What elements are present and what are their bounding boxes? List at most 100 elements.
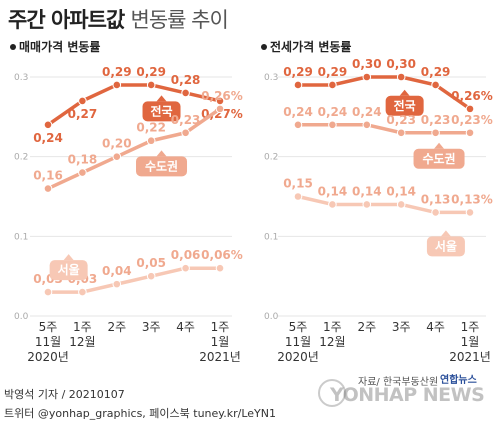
data-label: 0,30 <box>352 57 382 71</box>
data-point <box>293 192 303 201</box>
data-point <box>181 88 190 98</box>
data-point <box>146 271 156 281</box>
data-point <box>396 128 406 138</box>
series-tag-pointer <box>399 89 410 96</box>
x-tick-label: 2주 <box>357 320 376 334</box>
data-point <box>43 184 53 193</box>
series-name-label: 서울 <box>435 238 457 253</box>
data-label: 0,28 <box>171 73 201 87</box>
data-label: 0,13 <box>421 192 451 206</box>
y-tick-label: 0.1 <box>14 232 28 242</box>
x-tick-label: 11월 <box>35 335 61 349</box>
series-line-1 <box>46 83 222 127</box>
series-name-label: 수도권 <box>145 159 178 173</box>
series-name-label: 수도권 <box>422 152 455 166</box>
series-tag-pointer <box>63 254 74 261</box>
data-point <box>328 120 337 130</box>
footer-social: 트위터 @yonhap_graphics, 페이스북 tuney.kr/LeYN… <box>4 407 276 420</box>
data-label: 0,14 <box>352 184 382 198</box>
data-label: 0,27% <box>201 107 243 121</box>
data-label: 0,06% <box>201 248 243 262</box>
data-point <box>465 208 475 217</box>
x-tick-label: 3주 <box>392 320 411 334</box>
data-point <box>112 80 122 90</box>
data-point <box>215 263 225 273</box>
yonhap-logo: 연합뉴스 <box>440 375 477 386</box>
series-line-3 <box>46 266 222 294</box>
x-tick-label: 1월 <box>211 335 230 349</box>
data-point <box>431 208 440 217</box>
footer: 박영석 기자 / 20210107 트위터 @yonhap_graphics, … <box>4 385 276 423</box>
y-tick-label: 0.2 <box>14 153 28 163</box>
series-tag-pointer <box>440 230 451 237</box>
panel-bullet-icon <box>261 44 267 50</box>
series-tag <box>49 260 88 281</box>
panel-title: 전세가격 변동률 <box>270 39 351 54</box>
data-point <box>328 200 337 209</box>
series-tag <box>426 236 465 257</box>
data-point <box>112 279 122 289</box>
data-label: 0,22 <box>136 121 166 135</box>
data-point <box>112 152 122 161</box>
x-tick-label: 4주 <box>426 320 445 334</box>
series-name-label: 전국 <box>394 98 416 113</box>
data-point <box>78 287 87 297</box>
data-label: 0,29 <box>318 65 348 79</box>
data-label: 0,29 <box>102 65 132 79</box>
x-tick-label: 3주 <box>142 320 161 334</box>
data-label: 0,29 <box>136 65 166 79</box>
data-label: 0,24 <box>33 131 63 145</box>
data-label: 0,13% <box>451 192 493 206</box>
footer-credit: 박영석 기자 / 20210107 <box>4 388 125 401</box>
data-point <box>465 128 475 138</box>
series-tag <box>385 95 424 116</box>
x-tick-label: 2주 <box>107 320 126 334</box>
series-tag <box>136 156 188 177</box>
data-label: 0,14 <box>386 184 416 198</box>
y-tick-label: 0.0 <box>14 312 29 322</box>
data-label: 0,29 <box>283 65 313 79</box>
data-label: 0,26% <box>201 89 243 103</box>
data-point <box>43 120 53 130</box>
data-point <box>362 72 372 82</box>
x-tick-label: 1주 <box>323 320 342 334</box>
data-label: 0,24 <box>352 105 382 119</box>
y-tick-label: 0.1 <box>264 232 278 242</box>
x-tick-label: 1주 <box>461 320 480 334</box>
data-point <box>396 72 406 82</box>
data-point <box>465 104 475 114</box>
data-point <box>78 96 87 106</box>
data-point <box>146 136 156 146</box>
series-line-1 <box>296 75 472 111</box>
data-point <box>293 80 303 90</box>
data-label: 0,05 <box>136 256 166 270</box>
data-label: 0,23% <box>451 113 493 127</box>
title-main: 주간 아파트값 <box>8 8 125 32</box>
data-label: 0,30 <box>386 57 416 71</box>
series-tag <box>413 148 465 169</box>
x-tick-label: 2020년 <box>27 350 69 364</box>
data-label: 0,06 <box>171 248 201 262</box>
data-point <box>431 80 440 90</box>
data-point <box>431 128 440 138</box>
x-tick-label: 2021년 <box>199 350 241 364</box>
y-tick-label: 0.3 <box>264 73 278 83</box>
x-tick-label: 4주 <box>176 320 195 334</box>
title-sub: 변동률 추이 <box>130 8 229 32</box>
series-line-2 <box>296 123 472 135</box>
data-point <box>146 80 156 90</box>
data-label: 0,18 <box>68 153 98 167</box>
watermark-circle-icon <box>318 379 346 407</box>
data-point <box>362 200 372 209</box>
data-label: 0,16 <box>33 169 63 183</box>
x-tick-label: 1월 <box>461 335 480 349</box>
data-label: 0,15 <box>283 177 313 191</box>
data-point <box>43 287 53 297</box>
series-tag-pointer <box>156 95 167 102</box>
series-tag <box>142 101 181 122</box>
data-label: 0,24 <box>318 105 348 119</box>
series-line-3 <box>296 194 472 215</box>
data-point <box>181 128 190 138</box>
